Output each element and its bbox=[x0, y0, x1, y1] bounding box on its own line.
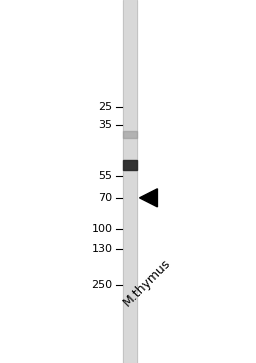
Text: 25: 25 bbox=[99, 102, 113, 112]
Bar bbox=[123, 0, 137, 363]
Bar bbox=[123, 160, 137, 170]
Text: 35: 35 bbox=[99, 120, 113, 130]
Polygon shape bbox=[140, 189, 157, 207]
Text: 55: 55 bbox=[99, 171, 113, 181]
Text: 130: 130 bbox=[92, 244, 113, 254]
Text: M.thymus: M.thymus bbox=[120, 256, 173, 309]
Text: 100: 100 bbox=[92, 224, 113, 234]
Bar bbox=[123, 131, 137, 138]
Text: 70: 70 bbox=[99, 193, 113, 203]
Text: 250: 250 bbox=[91, 280, 113, 290]
